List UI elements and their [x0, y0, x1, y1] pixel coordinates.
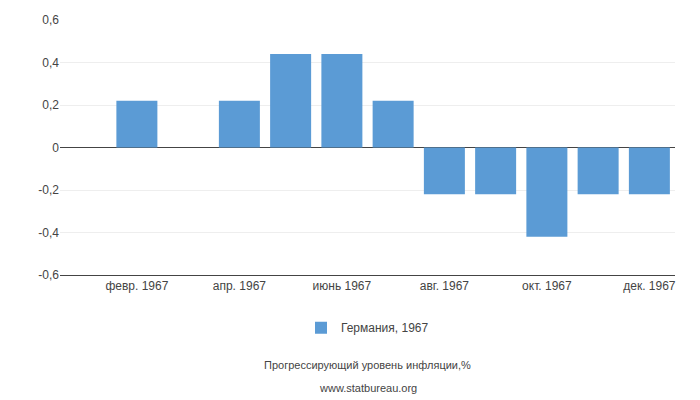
- svg-text:авг. 1967: авг. 1967: [420, 279, 470, 293]
- svg-text:0,6: 0,6: [42, 13, 59, 27]
- svg-text:-0,4: -0,4: [38, 226, 59, 240]
- svg-text:июнь 1967: июнь 1967: [313, 279, 372, 293]
- svg-text:-0,2: -0,2: [38, 183, 59, 197]
- svg-text:0: 0: [52, 141, 59, 155]
- svg-text:дек. 1967: дек. 1967: [623, 279, 676, 293]
- svg-text:Прогрессирующий уровень инфляц: Прогрессирующий уровень инфляции,%: [264, 359, 471, 371]
- svg-text:Германия, 1967: Германия, 1967: [341, 321, 428, 335]
- svg-text:апр. 1967: апр. 1967: [213, 279, 267, 293]
- svg-text:0,4: 0,4: [42, 56, 59, 70]
- svg-text:0,2: 0,2: [42, 98, 59, 112]
- svg-text:февр. 1967: февр. 1967: [105, 279, 168, 293]
- svg-text:окт. 1967: окт. 1967: [522, 279, 572, 293]
- svg-text:www.statbureau.org: www.statbureau.org: [319, 382, 417, 394]
- svg-text:-0,6: -0,6: [38, 268, 59, 282]
